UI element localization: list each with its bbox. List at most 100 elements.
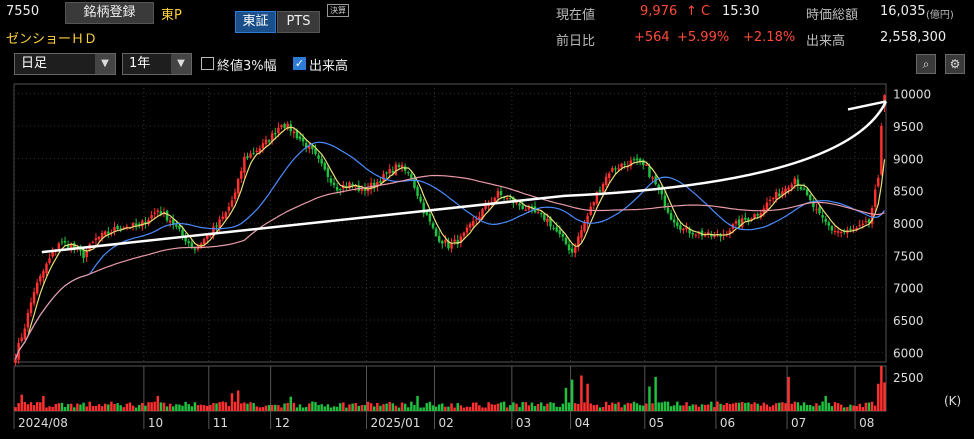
volume-bar (236, 390, 240, 411)
candle-body (657, 184, 660, 190)
volume-bar (224, 402, 228, 411)
x-tick-label: 11 (213, 416, 228, 430)
candle-body (632, 159, 636, 161)
volume-bar (94, 405, 98, 411)
volume-bar (524, 402, 527, 411)
change-pct2: +2.18% (743, 30, 796, 45)
candle-body (63, 240, 67, 243)
band-checkbox[interactable] (201, 57, 214, 70)
volume-bar (39, 402, 42, 411)
volume-bar (147, 402, 150, 411)
candle-body (122, 227, 126, 229)
candle-body (23, 328, 27, 339)
volume-bar (666, 401, 670, 411)
volume-bar (620, 407, 623, 411)
x-tick-label: 08 (859, 416, 874, 430)
candle-body (100, 233, 104, 239)
candle-body (833, 230, 837, 232)
candle-body (264, 139, 268, 145)
candle-body (821, 215, 824, 218)
volume-bar (877, 383, 880, 411)
volume-bar (212, 402, 215, 411)
candle-body (521, 205, 524, 209)
volume-bar (737, 402, 741, 411)
volume-bar (567, 402, 571, 411)
y-tick-label: 9500 (893, 120, 924, 134)
candle-body (713, 234, 716, 237)
candle-body (107, 231, 110, 234)
register-button[interactable]: 銘柄登録 (65, 2, 154, 24)
candle-body (141, 220, 144, 227)
x-tick-label: 2024/08 (18, 416, 68, 430)
ma-line-5 (14, 126, 886, 360)
candle-body (261, 143, 265, 149)
volume-bar (462, 407, 466, 411)
volume-bar (162, 402, 166, 411)
volume-bar (255, 406, 258, 411)
candle-body (815, 209, 818, 211)
candle-body (818, 207, 821, 214)
candle-body (323, 162, 327, 170)
trend-curve (41, 100, 888, 254)
volume-bar (348, 404, 351, 411)
volume-bar (45, 407, 48, 411)
volume-bar (685, 402, 688, 411)
volume-checkbox[interactable]: ✓ (293, 57, 306, 70)
candle-body (536, 212, 540, 214)
candle-body (131, 223, 135, 227)
candle-body (623, 163, 626, 165)
candle-body (750, 218, 753, 221)
volume-bar (382, 404, 385, 411)
candle-body (558, 230, 562, 235)
candle-body (218, 219, 221, 229)
volume-bar (91, 405, 95, 411)
candle-body (663, 195, 667, 207)
volume-bar (713, 406, 716, 411)
volume-bar (846, 407, 849, 411)
trend-arrow-head (847, 100, 887, 111)
volume-bar (249, 402, 252, 411)
volume-bar (351, 403, 354, 411)
period-select[interactable]: 1年 ▼ (122, 53, 192, 75)
candle-body (397, 164, 401, 168)
volume-bar (122, 407, 126, 411)
candle-body (363, 187, 367, 191)
y-tick-label: 7000 (893, 282, 924, 296)
candle-body (35, 282, 39, 294)
zoom-icon[interactable]: ⌕ (916, 54, 936, 74)
volume-bar (277, 405, 280, 411)
volume-bar (289, 396, 292, 411)
candle-body (694, 234, 698, 236)
volume-bar (20, 394, 23, 411)
gear-icon[interactable]: ⚙ (945, 54, 965, 74)
candle-body (453, 239, 456, 242)
volume-bar (626, 402, 630, 411)
candle-body (311, 145, 314, 150)
candle-body (456, 240, 459, 245)
candle-body (638, 158, 642, 162)
volume-bar (221, 401, 224, 411)
volume-bar (150, 402, 153, 411)
candle-body (156, 210, 160, 212)
volume-bar (629, 403, 633, 411)
candle-body (719, 235, 722, 237)
tab-tosho[interactable]: 東証 (235, 11, 276, 33)
candle-body (82, 249, 85, 259)
volume-bar (42, 396, 45, 411)
candle-body (614, 168, 617, 170)
volume-bar (651, 403, 654, 411)
volume-bar (48, 406, 51, 411)
candle-body (734, 221, 738, 224)
volume-bar (456, 403, 459, 411)
candle-body (444, 240, 447, 243)
volume-bar (131, 405, 135, 411)
volume-bar (267, 404, 271, 411)
candle-body (552, 227, 555, 229)
interval-select[interactable]: 日足 ▼ (14, 53, 116, 75)
volume-bar (209, 404, 212, 411)
candle-body (434, 228, 438, 236)
candle-body (292, 131, 296, 134)
candle-body (740, 218, 744, 227)
tab-pts[interactable]: PTS (277, 11, 320, 33)
volume-bar (187, 404, 190, 411)
